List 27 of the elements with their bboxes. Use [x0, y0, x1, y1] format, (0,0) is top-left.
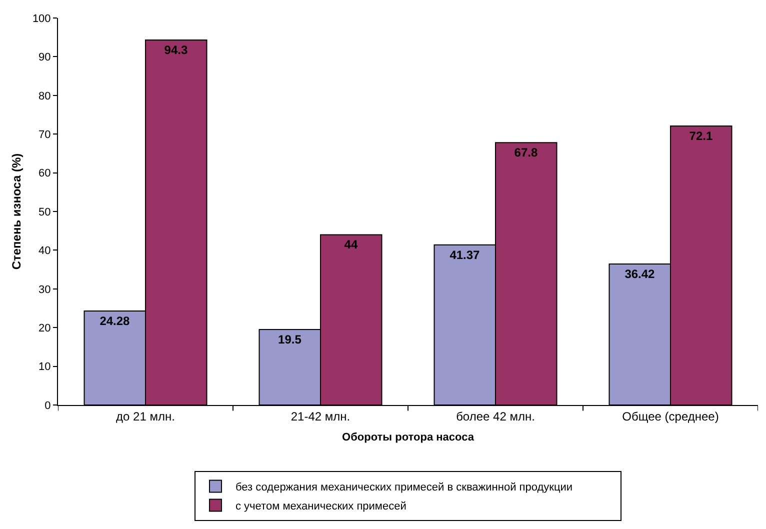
y-tick-label: 60 — [38, 168, 51, 180]
y-tick-label: 10 — [38, 361, 51, 374]
y-tick-label: 0 — [44, 400, 51, 412]
y-tick-label: 30 — [38, 284, 51, 296]
data-label: 72.1 — [689, 128, 713, 143]
legend-label: без содержания механических примесей в скважинной продукции — [236, 482, 573, 494]
x-axis-title: Обороты ротора насоса — [342, 432, 475, 444]
y-tick-label: 70 — [38, 128, 51, 141]
data-label: 19.5 — [278, 332, 302, 347]
data-label: 41.37 — [450, 248, 480, 262]
legend-label: с учетом механических примесей — [236, 500, 406, 513]
x-tick-label: Общее (среднее) — [622, 409, 719, 424]
data-label: 67.8 — [514, 146, 538, 160]
y-tick-label: 50 — [38, 206, 51, 218]
data-label: 44 — [344, 238, 358, 252]
data-label: 24.28 — [100, 314, 130, 328]
y-tick-label: 80 — [38, 90, 51, 102]
y-tick-label: 20 — [38, 322, 51, 334]
data-label: 36.42 — [624, 267, 656, 282]
x-tick-label: 21-42 млн. — [290, 409, 350, 424]
x-tick-label: более 42 млн. — [456, 409, 535, 424]
y-tick-label: 100 — [32, 12, 51, 25]
y-axis-title: Степень износа (%) — [10, 153, 24, 270]
x-tick-label: до 21 млн. — [116, 409, 175, 424]
y-tick-label: 40 — [38, 245, 51, 258]
y-tick-label: 90 — [38, 52, 51, 64]
data-label: 94.3 — [164, 43, 188, 58]
